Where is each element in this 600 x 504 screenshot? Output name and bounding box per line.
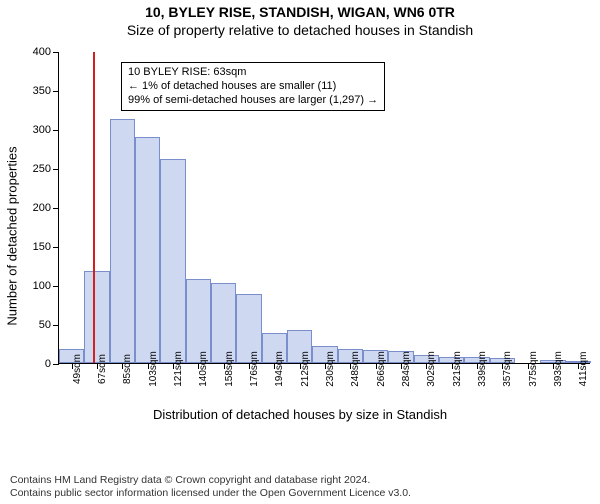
x-tick-label: 194sqm [274, 351, 285, 387]
histogram-bar [110, 119, 135, 363]
y-tick-label: 350 [33, 85, 51, 97]
y-tick [53, 247, 59, 248]
x-tick-label: 339sqm [477, 351, 488, 387]
x-tick-label: 49sqm [72, 354, 83, 384]
y-tick-label: 400 [33, 46, 51, 58]
y-tick [53, 130, 59, 131]
x-tick-label: 67sqm [97, 354, 108, 384]
x-tick-label: 212sqm [300, 351, 311, 387]
x-tick-label: 230sqm [325, 351, 336, 387]
x-tick-label: 284sqm [401, 351, 412, 387]
y-axis-label: Number of detached properties [5, 146, 20, 325]
y-tick-label: 0 [45, 358, 51, 370]
x-tick-label: 393sqm [553, 351, 564, 387]
x-tick-label: 176sqm [249, 351, 260, 387]
y-tick-label: 50 [39, 319, 51, 331]
y-tick [53, 52, 59, 53]
y-tick-label: 100 [33, 280, 51, 292]
x-tick-label: 321sqm [452, 351, 463, 387]
footer-line-2: Contains public sector information licen… [10, 487, 411, 500]
y-tick [53, 91, 59, 92]
footer-attribution: Contains HM Land Registry data © Crown c… [10, 474, 411, 500]
y-tick [53, 286, 59, 287]
x-tick-label: 85sqm [122, 354, 133, 384]
y-tick [53, 208, 59, 209]
y-tick-label: 300 [33, 124, 51, 136]
y-tick [53, 325, 59, 326]
x-tick-label: 121sqm [173, 351, 184, 387]
x-tick-label: 266sqm [376, 351, 387, 387]
y-tick-label: 250 [33, 163, 51, 175]
x-tick-label: 411sqm [578, 352, 589, 387]
y-tick [53, 364, 59, 365]
plot-area: 10 BYLEY RISE: 63sqm ← 1% of detached ho… [58, 52, 590, 364]
histogram-bar [135, 137, 160, 363]
title-address: 10, BYLEY RISE, STANDISH, WIGAN, WN6 0TR [0, 4, 600, 20]
reference-line [93, 52, 95, 363]
y-tick-label: 150 [33, 241, 51, 253]
x-axis-label: Distribution of detached houses by size … [153, 407, 447, 422]
x-tick-label: 140sqm [198, 351, 209, 387]
callout-line-2: ← 1% of detached houses are smaller (11) [128, 80, 378, 94]
callout-line-1: 10 BYLEY RISE: 63sqm [128, 66, 378, 80]
histogram-bar [160, 159, 185, 363]
histogram-chart: Number of detached properties 10 BYLEY R… [0, 48, 600, 424]
y-tick-label: 200 [33, 202, 51, 214]
callout-line-3: 99% of semi-detached houses are larger (… [128, 94, 378, 108]
y-tick [53, 169, 59, 170]
histogram-bar [84, 271, 109, 363]
x-tick-label: 357sqm [502, 351, 513, 387]
title-subtitle: Size of property relative to detached ho… [0, 22, 600, 38]
callout-box: 10 BYLEY RISE: 63sqm ← 1% of detached ho… [121, 62, 385, 111]
x-tick-label: 375sqm [528, 351, 539, 387]
x-tick-label: 302sqm [426, 351, 437, 387]
x-tick-label: 248sqm [350, 351, 361, 387]
footer-line-1: Contains HM Land Registry data © Crown c… [10, 474, 411, 487]
x-tick-label: 158sqm [224, 351, 235, 387]
x-tick-label: 103sqm [148, 351, 159, 387]
